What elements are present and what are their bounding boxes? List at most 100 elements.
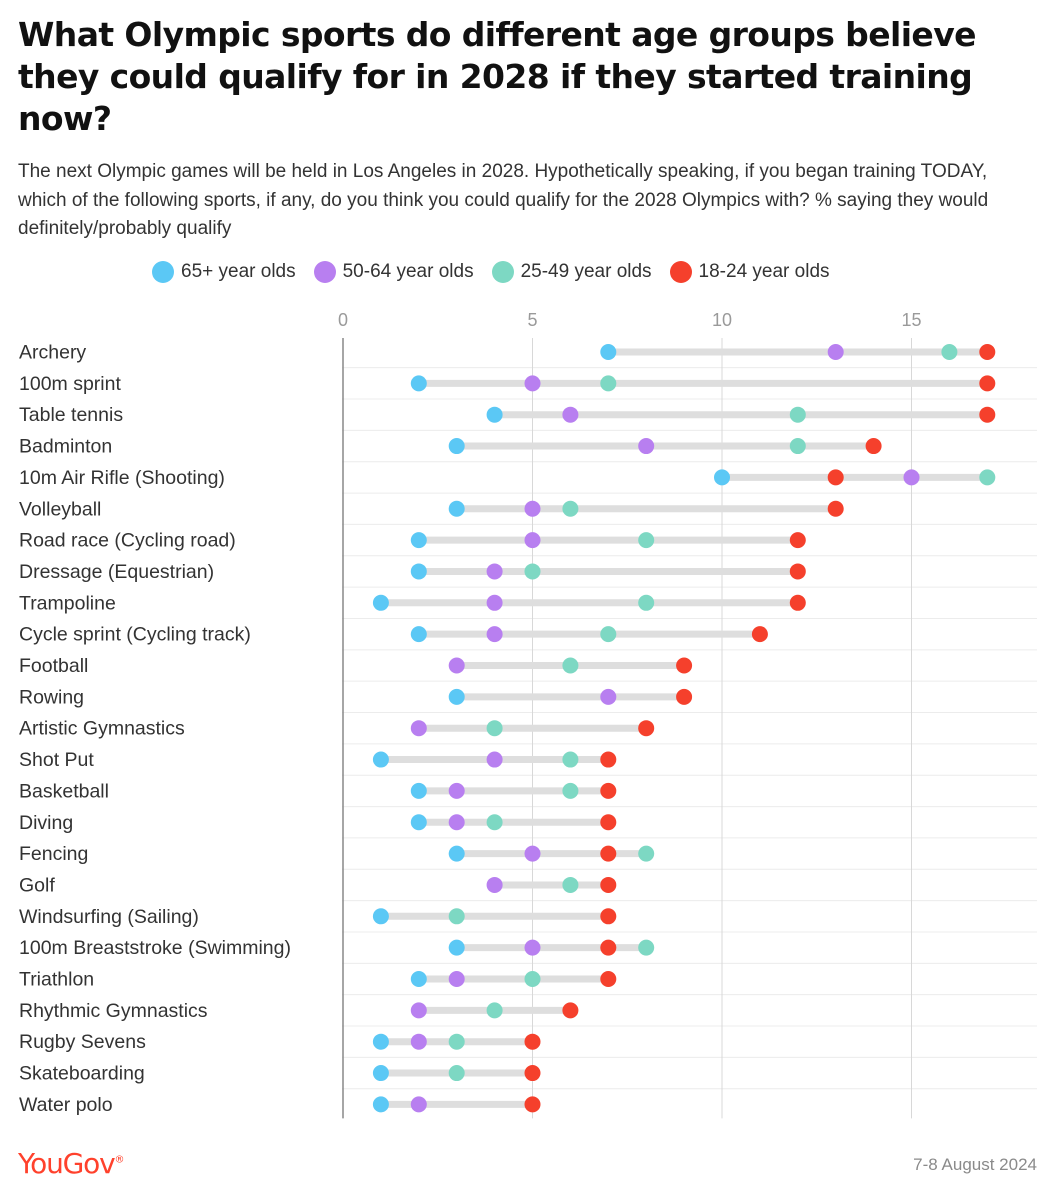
dot-50-64 [486,626,503,643]
dot-65-plus [372,751,389,768]
dot-50-64 [486,563,503,580]
dot-25-49 [562,500,579,517]
dot-range-chart: 0 5 10 15 Archery 100m sprint Table tennis Badm… [19,310,1037,1119]
category-label: Rhythmic Gymnastics [19,1000,208,1022]
dot-50-64 [410,1096,427,1113]
chart-subtitle: The next Olympic games will be held in L… [18,161,989,239]
dot-18-24 [600,782,617,799]
dot-50-64 [524,845,541,862]
dot-18-24 [979,406,996,423]
legend-item-50-64: 50-64 year olds [313,261,474,283]
dot-65-plus [448,500,465,517]
category-label: Basketball [19,780,109,802]
category-label: Triathlon [19,969,94,991]
dot-65-plus [410,532,427,549]
category-label: Trampoline [19,592,116,614]
dot-25-49 [638,532,655,549]
legend-label-18-24: 18-24 year olds [698,261,830,282]
dot-18-24 [562,1002,579,1019]
dot-18-24 [600,845,617,862]
dot-18-24 [676,657,693,674]
category-label: 10m Air Rifle (Shooting) [19,467,225,489]
dot-18-24 [600,876,617,893]
category-label: Volleyball [19,498,101,520]
dot-18-24 [751,626,768,643]
dot-25-49 [638,939,655,956]
dot-50-64 [410,720,427,737]
logo-mark: ® [114,1154,125,1166]
dot-65-plus [410,375,427,392]
legend-swatch-25-49 [491,261,514,283]
category-label: Table tennis [19,404,123,426]
dot-50-64 [448,782,465,799]
dot-25-49 [524,971,541,987]
dot-65-plus [372,594,389,611]
yougov-logo: YouGov® [18,1147,124,1180]
legend-swatch-65-plus [152,261,174,283]
dot-25-49 [486,720,503,737]
dot-25-49 [638,845,655,862]
dot-50-64 [524,500,541,517]
legend-swatch-18-24 [669,261,692,283]
dot-65-plus [372,908,389,925]
category-label: Cycle sprint (Cycling track) [19,624,251,646]
dot-65-plus [486,406,503,423]
category-label: Dressage (Equestrian) [19,561,214,583]
dot-50-64 [448,814,465,831]
legend-label-25-49: 25-49 year olds [520,261,652,282]
dot-50-64 [486,751,503,768]
dot-18-24 [827,469,844,486]
dot-18-24 [524,1033,541,1050]
category-label: Badminton [19,436,112,458]
category-label: Diving [19,812,73,834]
dot-50-64 [524,375,541,392]
dot-18-24 [600,939,617,956]
dot-50-64 [562,406,579,423]
dot-50-64 [410,1002,427,1019]
legend-swatch-50-64 [313,261,336,283]
legend-label-50-64: 50-64 year olds [342,261,474,282]
dot-65-plus [448,438,465,455]
dot-65-plus [448,688,465,705]
dot-25-49 [941,344,958,360]
dot-25-49 [524,563,541,580]
dot-65-plus [410,782,427,799]
dot-18-24 [638,720,655,737]
dot-25-49 [638,594,655,611]
category-label: Football [19,655,88,677]
dot-18-24 [600,814,617,831]
dot-25-49 [789,406,806,423]
dot-25-49 [789,438,806,455]
dot-18-24 [600,971,617,987]
dot-25-49 [562,782,579,799]
dot-18-24 [789,532,806,549]
dot-25-49 [979,469,996,486]
dot-50-64 [903,469,920,486]
logo-text: YouGov [18,1147,116,1180]
dot-65-plus [372,1033,389,1050]
dot-65-plus [600,344,617,360]
category-label: Rugby Sevens [19,1031,146,1053]
dot-50-64 [524,532,541,549]
dot-18-24 [600,751,617,768]
legend-item-65-plus: 65+ year olds [152,261,296,283]
dot-25-49 [448,1065,465,1082]
dot-18-24 [676,688,693,705]
dot-25-49 [600,375,617,392]
category-label: Shot Put [19,749,94,771]
category-label: Fencing [19,843,88,865]
dot-65-plus [448,845,465,862]
dot-65-plus [410,626,427,643]
survey-date: 7-8 August 2024 [913,1155,1037,1174]
dot-65-plus [448,939,465,956]
x-tick-label: 10 [712,310,732,330]
category-label: Rowing [19,686,84,708]
category-label: Skateboarding [19,1063,145,1085]
dot-50-64 [448,657,465,674]
dot-65-plus [372,1065,389,1082]
category-label: 100m Breaststroke (Swimming) [19,937,291,959]
dot-50-64 [410,1033,427,1050]
dot-25-49 [448,908,465,925]
dot-18-24 [865,438,882,455]
dot-18-24 [524,1096,541,1113]
